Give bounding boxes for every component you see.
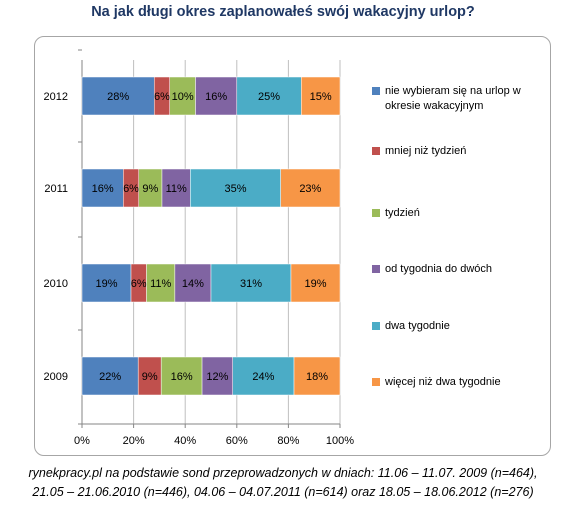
data-label: 19% — [304, 278, 326, 290]
data-label: 16% — [205, 91, 227, 103]
legend-swatch — [372, 378, 380, 386]
data-label: 6% — [154, 91, 170, 103]
legend-item: tydzień — [372, 206, 532, 221]
category-label: 2010 — [44, 278, 68, 290]
category-label: 2009 — [44, 371, 68, 383]
legend-label: nie wybieram się na urlop w okresie waka… — [385, 85, 521, 112]
legend-swatch — [372, 209, 380, 217]
legend-label: dwa tygodnie — [385, 320, 450, 332]
legend-swatch — [372, 265, 380, 273]
legend-item: nie wybieram się na urlop w okresie waka… — [372, 84, 532, 114]
data-label: 22% — [99, 371, 121, 383]
legend-label: więcej niż dwa tygodnie — [385, 376, 501, 388]
legend-item: dwa tygodnie — [372, 319, 532, 334]
data-label: 9% — [142, 183, 158, 195]
legend-label: tydzień — [385, 207, 420, 219]
data-label: 18% — [306, 371, 328, 383]
legend-item: od tygodnia do dwóch — [372, 262, 532, 277]
data-label: 31% — [240, 278, 262, 290]
legend-label: od tygodnia do dwóch — [385, 263, 493, 275]
data-label: 6% — [131, 278, 147, 290]
data-label: 25% — [258, 91, 280, 103]
data-label: 16% — [92, 183, 114, 195]
x-tick-label: 0% — [74, 435, 90, 447]
data-label: 16% — [171, 371, 193, 383]
bar-segment — [190, 168, 281, 208]
legend-item: więcej niż dwa tygodnie — [372, 375, 532, 390]
data-label: 15% — [310, 91, 332, 103]
data-label: 28% — [107, 91, 129, 103]
data-label: 14% — [182, 278, 204, 290]
data-label: 10% — [172, 91, 194, 103]
legend-swatch — [372, 322, 380, 330]
bar-segment — [169, 76, 196, 116]
source-note-line-2: 21.05 – 21.06.2010 (n=446), 04.06 – 04.0… — [32, 485, 534, 499]
data-label: 35% — [224, 183, 246, 195]
source-note-line-1: rynekpracy.pl na podstawie sond przeprow… — [28, 466, 538, 480]
bar-segment — [280, 168, 341, 208]
data-label: 19% — [95, 278, 117, 290]
x-tick-label: 40% — [174, 435, 196, 447]
data-label: 11% — [166, 183, 187, 195]
data-label: 24% — [252, 371, 274, 383]
bar-segment — [236, 76, 302, 116]
data-label: 23% — [299, 183, 321, 195]
bar-segment — [81, 356, 139, 396]
legend-swatch — [372, 87, 380, 95]
bar-segment — [161, 168, 191, 208]
x-tick-label: 20% — [123, 435, 145, 447]
category-label: 2011 — [44, 183, 68, 195]
bar-segment — [195, 76, 238, 116]
bar-segment — [301, 76, 341, 116]
data-label: 11% — [150, 278, 171, 290]
bar-segment — [210, 263, 292, 303]
x-tick-label: 80% — [277, 435, 299, 447]
x-tick-label: 60% — [226, 435, 248, 447]
data-label: 9% — [142, 371, 158, 383]
category-label: 2012 — [44, 91, 68, 103]
chart-title: Na jak długi okres zaplanowałeś swój wak… — [91, 4, 475, 20]
bar-segment — [232, 356, 295, 396]
legend-label: mniej niż tydzień — [385, 145, 467, 157]
bar-segment — [293, 356, 341, 396]
x-tick-label: 100% — [326, 435, 354, 447]
bar-segment — [81, 168, 124, 208]
legend-item: mniej niż tydzień — [372, 144, 532, 159]
data-label: 6% — [123, 183, 139, 195]
data-label: 12% — [206, 371, 228, 383]
source-note: rynekpracy.pl na podstawie sond przeprow… — [0, 464, 566, 502]
bar-segment — [146, 263, 176, 303]
legend-swatch — [372, 147, 380, 155]
bar-segment — [174, 263, 212, 303]
bar-segment — [160, 356, 203, 396]
bar-segment — [290, 263, 341, 303]
